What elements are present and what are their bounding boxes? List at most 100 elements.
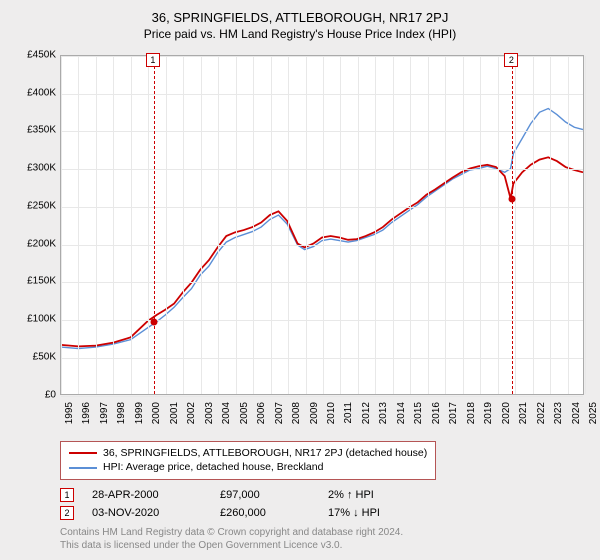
x-axis-label: 1998 (116, 402, 127, 442)
series-line (61, 108, 583, 348)
x-axis-label: 2025 (588, 402, 599, 442)
gridline-h (61, 245, 583, 246)
gridline-v (113, 56, 114, 394)
y-axis-label: £150K (12, 276, 56, 287)
x-axis-label: 2016 (431, 402, 442, 442)
x-axis-label: 1999 (134, 402, 145, 442)
legend-item: HPI: Average price, detached house, Brec… (69, 460, 427, 475)
gridline-h (61, 358, 583, 359)
gridline-h (61, 282, 583, 283)
event-marker-line (154, 56, 155, 394)
x-axis-label: 2021 (518, 402, 529, 442)
plot-box (60, 55, 584, 395)
x-axis-label: 2018 (466, 402, 477, 442)
gridline-v (358, 56, 359, 394)
x-axis-label: 2007 (274, 402, 285, 442)
gridline-v (253, 56, 254, 394)
legend-item: 36, SPRINGFIELDS, ATTLEBOROUGH, NR17 2PJ… (69, 446, 427, 461)
x-axis-label: 2012 (361, 402, 372, 442)
y-axis-label: £0 (12, 389, 56, 400)
gridline-v (393, 56, 394, 394)
x-axis-label: 2009 (309, 402, 320, 442)
chart-area: £0 £50K £100K £150K £200K £250K £300K £350K £400… (12, 47, 588, 435)
x-axis-label: 2010 (326, 402, 337, 442)
x-axis-label: 2020 (501, 402, 512, 442)
legend-swatch (69, 467, 97, 469)
gridline-v (148, 56, 149, 394)
event-id-box: 2 (60, 506, 74, 520)
x-axis-label: 2005 (239, 402, 250, 442)
x-axis-label: 2019 (483, 402, 494, 442)
footer-line-1: Contains HM Land Registry data © Crown c… (60, 526, 588, 539)
gridline-v (498, 56, 499, 394)
event-row: 2 03-NOV-2020 £260,000 17% ↓ HPI (60, 506, 588, 520)
gridline-h (61, 94, 583, 95)
event-pct: 2% ↑ HPI (328, 489, 374, 501)
footer: Contains HM Land Registry data © Crown c… (60, 526, 588, 552)
gridline-v (61, 56, 62, 394)
gridline-v (340, 56, 341, 394)
event-pct: 17% ↓ HPI (328, 507, 380, 519)
y-axis-label: £50K (12, 351, 56, 362)
event-date: 28-APR-2000 (92, 489, 202, 501)
y-axis-label: £450K (12, 50, 56, 61)
y-axis-label: £100K (12, 314, 56, 325)
x-axis-label: 2000 (151, 402, 162, 442)
gridline-v (550, 56, 551, 394)
gridline-v (96, 56, 97, 394)
gridline-v (218, 56, 219, 394)
x-axis-label: 2001 (169, 402, 180, 442)
legend-label: HPI: Average price, detached house, Brec… (103, 460, 323, 475)
event-id-box: 1 (60, 488, 74, 502)
x-axis-label: 2011 (343, 402, 354, 442)
series-line (61, 157, 583, 346)
gridline-v (166, 56, 167, 394)
x-axis-label: 1997 (99, 402, 110, 442)
gridline-h (61, 207, 583, 208)
x-axis-label: 2013 (378, 402, 389, 442)
x-axis-label: 2015 (413, 402, 424, 442)
y-axis-label: £300K (12, 163, 56, 174)
x-axis-label: 2023 (553, 402, 564, 442)
chart-lines (61, 56, 583, 394)
legend: 36, SPRINGFIELDS, ATTLEBOROUGH, NR17 2PJ… (60, 441, 436, 480)
gridline-v (78, 56, 79, 394)
x-axis-label: 2022 (536, 402, 547, 442)
event-dot (509, 196, 516, 203)
legend-swatch (69, 452, 97, 454)
gridline-v (515, 56, 516, 394)
gridline-v (410, 56, 411, 394)
gridline-v (288, 56, 289, 394)
gridline-v (201, 56, 202, 394)
x-axis-label: 2024 (571, 402, 582, 442)
event-dot (150, 319, 157, 326)
y-axis-label: £350K (12, 125, 56, 136)
y-axis-label: £200K (12, 238, 56, 249)
event-date: 03-NOV-2020 (92, 507, 202, 519)
gridline-v (271, 56, 272, 394)
gridline-v (463, 56, 464, 394)
gridline-v (428, 56, 429, 394)
x-axis-label: 2004 (221, 402, 232, 442)
gridline-v (480, 56, 481, 394)
x-axis-label: 1996 (81, 402, 92, 442)
x-axis-label: 1995 (64, 402, 75, 442)
x-axis-label: 2002 (186, 402, 197, 442)
event-row: 128-APR-2000£97,0002% ↑ HPI (60, 488, 588, 502)
event-marker-line (512, 56, 513, 394)
gridline-v (533, 56, 534, 394)
gridline-h (61, 131, 583, 132)
event-marker-box: 1 (146, 53, 160, 67)
y-axis-label: £250K (12, 200, 56, 211)
gridline-v (323, 56, 324, 394)
gridline-v (445, 56, 446, 394)
event-price: £260,000 (220, 507, 310, 519)
footer-line-2: This data is licensed under the Open Gov… (60, 539, 588, 552)
gridline-v (568, 56, 569, 394)
event-list: 128-APR-2000£97,0002% ↑ HPI203-NOV-2020£… (12, 484, 588, 520)
y-axis-label: £400K (12, 87, 56, 98)
chart-title: 36, SPRINGFIELDS, ATTLEBOROUGH, NR17 2PJ (12, 10, 588, 25)
gridline-v (585, 56, 586, 394)
x-axis-label: 2014 (396, 402, 407, 442)
x-axis-label: 2003 (204, 402, 215, 442)
